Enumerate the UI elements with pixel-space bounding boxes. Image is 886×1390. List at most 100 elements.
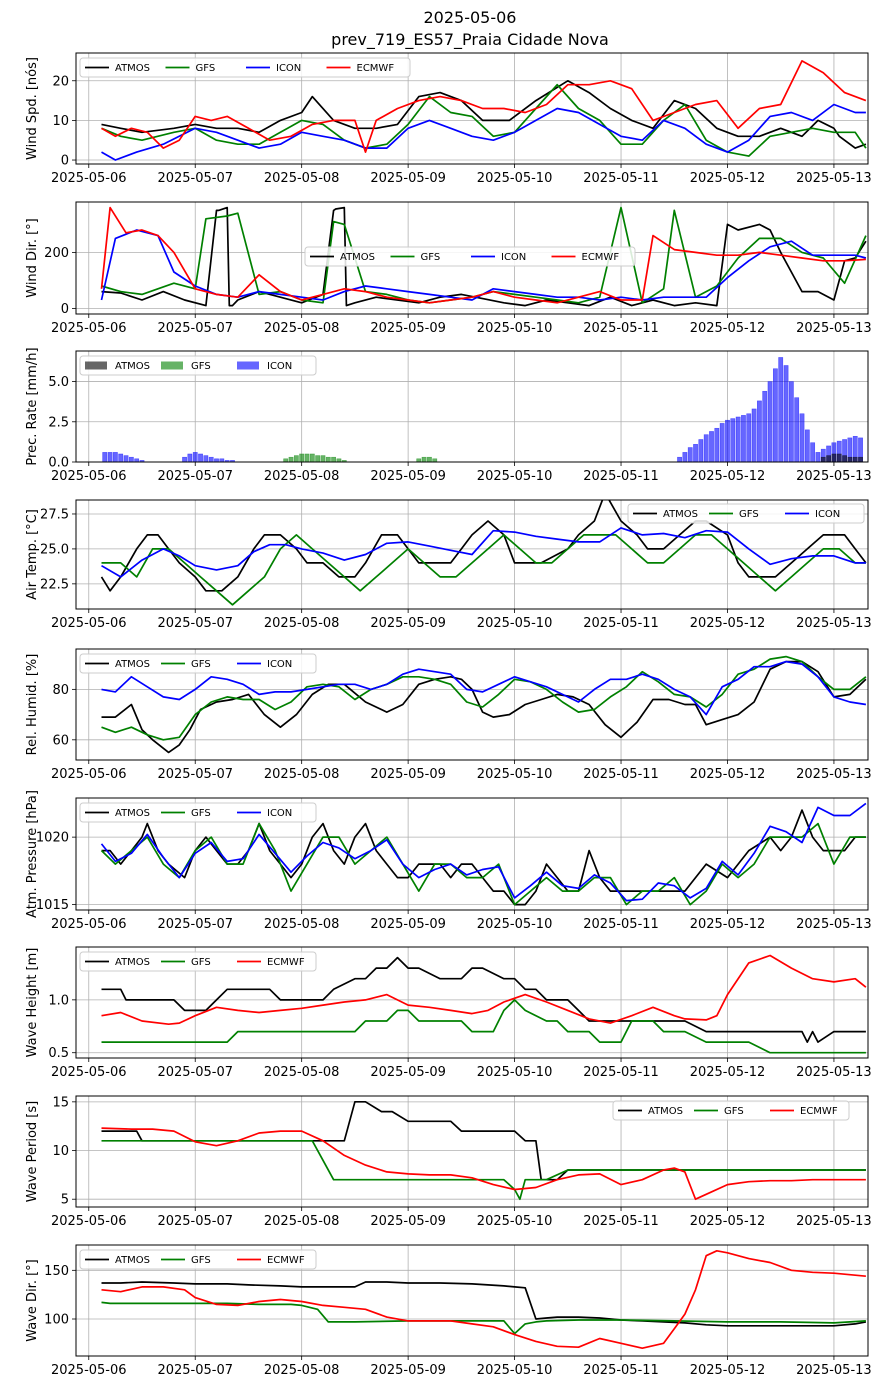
x-tick-label: 2025-05-06 xyxy=(51,616,127,631)
chart-panel-2: 2025-05-06 2025-05-07 2025-05-08 2025-05-09… xyxy=(25,201,872,336)
bar-gfs xyxy=(331,456,336,462)
legend-box xyxy=(79,355,317,376)
x-tick-label: 2025-05-06 xyxy=(51,1363,127,1378)
bar-atmos xyxy=(826,455,831,462)
bar-icon xyxy=(799,413,805,462)
series-line-gfs xyxy=(101,1139,866,1201)
x-tick-label: 2025-05-07 xyxy=(157,767,233,782)
bar-icon xyxy=(858,437,863,462)
bar-icon xyxy=(730,418,736,462)
legend-box xyxy=(79,802,317,823)
x-tick-label: 2025-05-07 xyxy=(157,917,233,932)
bar-icon xyxy=(826,445,831,462)
y-axis-label: Rel. Humid. [%] xyxy=(25,654,40,756)
x-tick-label: 2025-05-09 xyxy=(370,616,446,631)
x-tick-label: 2025-05-06 xyxy=(51,917,127,932)
legend-box xyxy=(79,951,317,972)
x-tick-label: 2025-05-09 xyxy=(370,171,446,186)
y-tick-label: 0 xyxy=(61,154,69,169)
bar-gfs xyxy=(336,458,342,462)
bar-icon xyxy=(682,452,688,462)
bar-icon xyxy=(214,458,219,462)
chart-panels: 2025-05-06 2025-05-07 2025-05-08 2025-05-09… xyxy=(25,52,872,1378)
y-axis-label: Wind Spd. [nós] xyxy=(25,57,40,160)
x-tick-label: 2025-05-11 xyxy=(583,321,659,336)
x-tick-label: 2025-05-09 xyxy=(370,321,446,336)
legend-label-gfs: GFS xyxy=(191,808,211,819)
legend-box xyxy=(627,503,865,524)
y-tick-label: 25.0 xyxy=(40,542,69,557)
bar-icon xyxy=(735,416,741,462)
bar-icon xyxy=(719,423,725,462)
bar-gfs xyxy=(288,456,294,462)
plot-area xyxy=(100,500,867,606)
x-tick-label: 2025-05-08 xyxy=(264,1065,340,1080)
bar-icon xyxy=(762,390,768,462)
x-tick-label: 2025-05-10 xyxy=(477,767,553,782)
legend-box xyxy=(304,246,636,267)
axes-frame xyxy=(75,350,869,463)
legend-label-atmos: ATMOS xyxy=(115,63,150,74)
legend-swatch-icon xyxy=(237,361,259,370)
legend-swatch-gfs xyxy=(161,361,183,370)
x-tick-label: 2025-05-10 xyxy=(477,616,553,631)
bar-icon xyxy=(693,444,698,462)
x-tick-label: 2025-05-07 xyxy=(157,1214,233,1229)
axes-frame xyxy=(75,946,869,1059)
bar-icon xyxy=(725,419,730,462)
bar-icon xyxy=(778,357,784,462)
x-tick-label: 2025-05-11 xyxy=(583,1214,659,1229)
bar-icon xyxy=(757,400,762,462)
legend-label-gfs: GFS xyxy=(191,1255,211,1266)
x-tick-label: 2025-05-06 xyxy=(51,767,127,782)
legend-label-ecmwf: ECMWF xyxy=(267,957,305,968)
legend-label-atmos: ATMOS xyxy=(115,659,150,670)
bar-gfs xyxy=(416,458,422,462)
y-tick-label: 1020 xyxy=(36,831,69,846)
series-line-gfs xyxy=(100,822,866,906)
y-axis-label: Wind Dir. [°] xyxy=(25,218,40,298)
legend-label-atmos: ATMOS xyxy=(340,252,375,263)
x-tick-label: 2025-05-06 xyxy=(51,1214,127,1229)
chart-panel-9: 2025-05-06 2025-05-07 2025-05-08 2025-05-09… xyxy=(25,1244,872,1378)
legend-label-atmos: ATMOS xyxy=(115,808,150,819)
legend-label-gfs: GFS xyxy=(739,509,759,520)
y-axis-label: Wave Period [s] xyxy=(25,1101,40,1202)
bar-icon xyxy=(751,408,757,462)
x-tick-label: 2025-05-11 xyxy=(583,767,659,782)
bar-atmos xyxy=(847,456,853,462)
x-tick-label: 2025-05-11 xyxy=(583,917,659,932)
x-tick-label: 2025-05-07 xyxy=(157,171,233,186)
legend-label-icon: ICON xyxy=(267,361,292,372)
axes-frame xyxy=(75,648,869,761)
x-tick-label: 2025-05-12 xyxy=(690,321,766,336)
x-tick-label: 2025-05-10 xyxy=(477,1065,553,1080)
y-tick-label: 200 xyxy=(44,246,69,261)
y-tick-label: 22.5 xyxy=(40,577,69,592)
series-line-atmos xyxy=(101,1281,867,1327)
bar-gfs xyxy=(283,458,289,462)
y-tick-label: 2.5 xyxy=(48,415,69,430)
bar-icon xyxy=(703,434,709,462)
series-line-ecmwf xyxy=(101,954,867,1026)
y-tick-label: 5.0 xyxy=(48,375,69,390)
bar-icon xyxy=(815,452,821,462)
series-line-atmos xyxy=(101,956,866,1043)
x-tick-label: 2025-05-06 xyxy=(51,171,127,186)
y-tick-label: 0 xyxy=(61,302,69,317)
legend: ATMOS GFS ECMWF xyxy=(79,951,317,972)
x-tick-label: 2025-05-13 xyxy=(796,171,872,186)
bar-icon xyxy=(847,437,853,462)
x-tick-label: 2025-05-12 xyxy=(690,1065,766,1080)
x-tick-label: 2025-05-07 xyxy=(157,1363,233,1378)
y-tick-label: 150 xyxy=(44,1264,69,1279)
y-axis-label: Wave Height [m] xyxy=(25,948,40,1058)
x-tick-label: 2025-05-13 xyxy=(796,1065,872,1080)
series-line-atmos xyxy=(100,500,867,592)
bar-icon xyxy=(203,455,209,462)
y-tick-label: 0.5 xyxy=(48,1046,69,1061)
axes-frame xyxy=(75,52,869,165)
legend-label-atmos: ATMOS xyxy=(115,957,150,968)
series-line-icon xyxy=(101,103,866,161)
bar-icon xyxy=(741,415,746,462)
